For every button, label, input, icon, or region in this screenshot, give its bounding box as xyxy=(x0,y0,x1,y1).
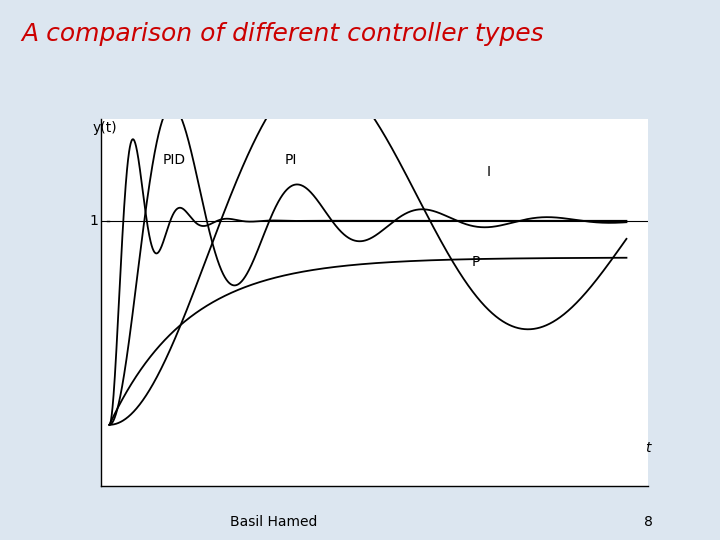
Text: PID: PID xyxy=(163,153,186,167)
Text: PI: PI xyxy=(284,153,297,167)
Text: t: t xyxy=(645,441,651,455)
Text: 8: 8 xyxy=(644,516,652,530)
Text: I: I xyxy=(487,165,490,179)
Text: P: P xyxy=(472,255,480,269)
Text: y(t): y(t) xyxy=(92,121,117,135)
Text: Basil Hamed: Basil Hamed xyxy=(230,516,318,530)
Text: 1: 1 xyxy=(90,214,99,228)
Text: A comparison of different controller types: A comparison of different controller typ… xyxy=(22,22,544,45)
